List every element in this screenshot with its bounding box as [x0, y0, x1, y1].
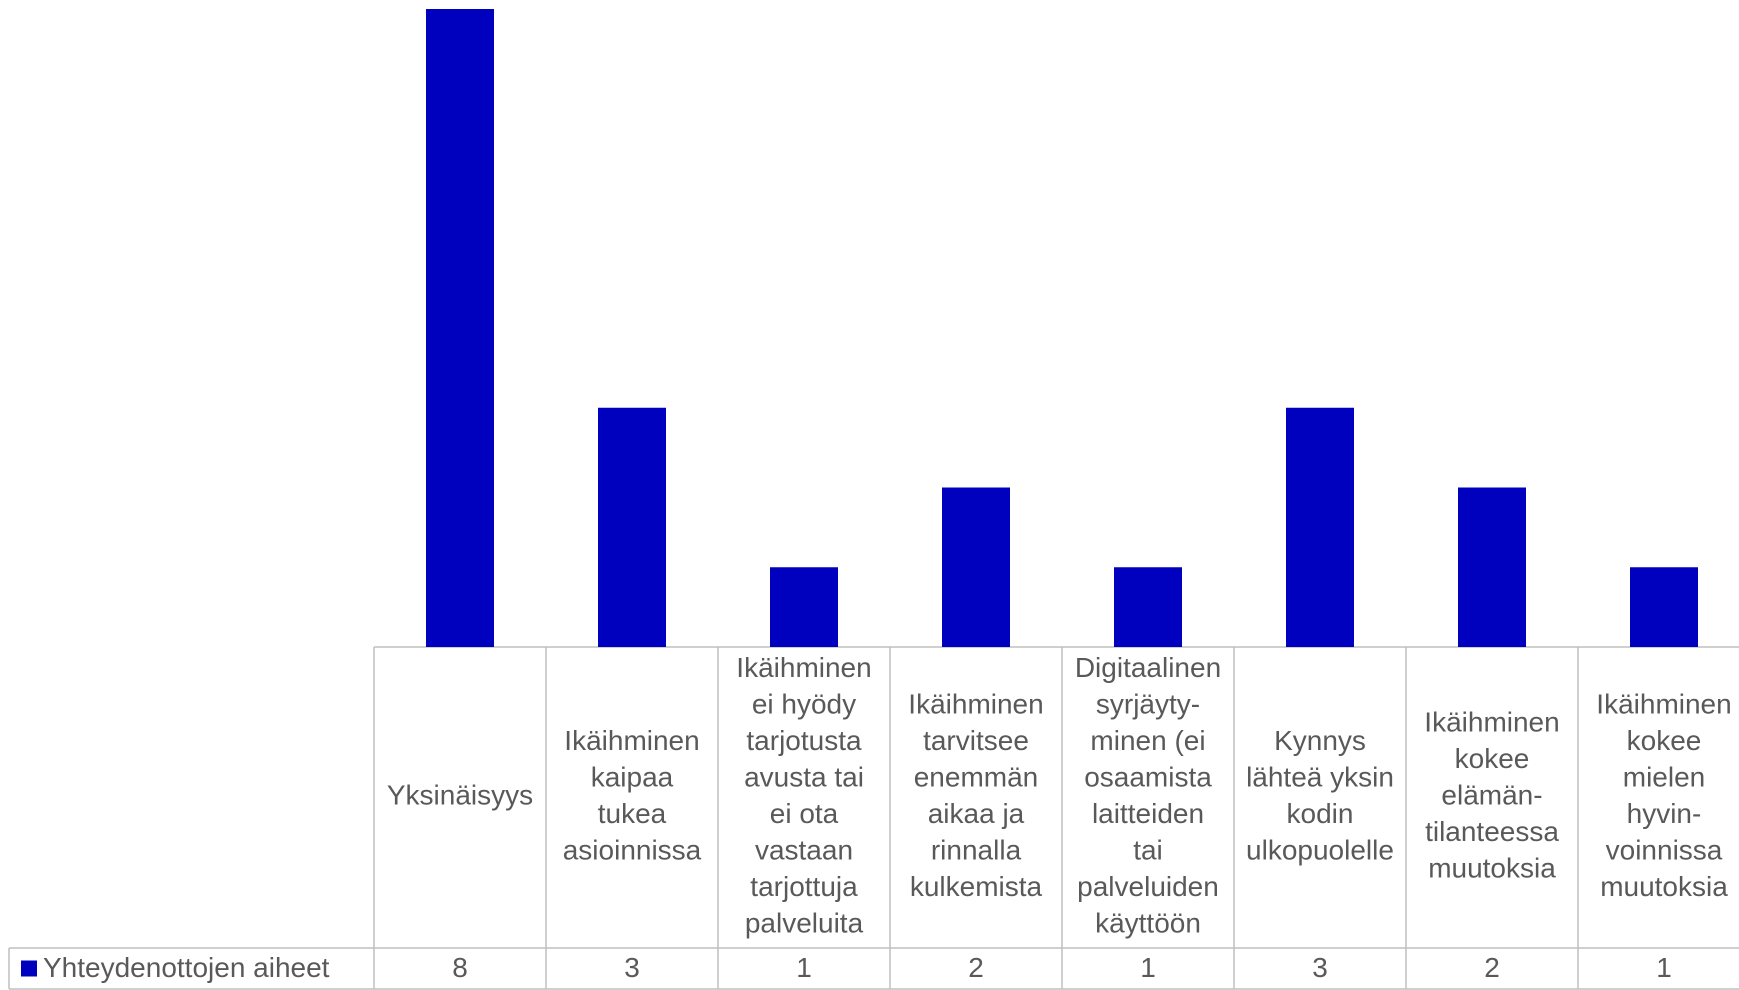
category-label: Ikäihminen tarvitsee enemmän aikaa ja rinnal… — [908, 689, 1043, 903]
bar — [770, 567, 838, 647]
bar — [1630, 567, 1698, 647]
category-label: Yksinäisyys — [387, 780, 533, 811]
value-label: 2 — [968, 952, 984, 983]
legend-label: Yhteydenottojen aiheet — [43, 952, 330, 983]
bar — [426, 9, 494, 647]
value-label: 3 — [1312, 952, 1328, 983]
category-label: Digitaalinen syrjäyty-minen (ei osaamista l… — [1075, 652, 1221, 939]
category-label: Ikäihminen ei hyödy tarjotusta avusta tai ei… — [736, 652, 871, 939]
category-label: Ikäihminen kokee mielen hyvin-voinnissa muut… — [1596, 689, 1731, 903]
value-label: 2 — [1484, 952, 1500, 983]
category-label: Kynnys lähteä yksin kodin ulkopuolelle — [1246, 725, 1394, 866]
bar — [942, 487, 1010, 647]
bar — [1114, 567, 1182, 647]
value-label: 1 — [796, 952, 812, 983]
legend-swatch — [21, 960, 37, 977]
category-label: Ikäihminen kokee elämän-tilanteessa muutoks… — [1424, 707, 1559, 884]
bar — [1286, 407, 1354, 647]
value-label: 8 — [452, 952, 468, 983]
category-label: Ikäihminen kaipaa tukea asioinnissa — [563, 725, 702, 866]
value-label: 3 — [624, 952, 640, 983]
value-label: 1 — [1140, 952, 1156, 983]
bar — [598, 407, 666, 647]
bar — [1458, 487, 1526, 647]
value-label: 1 — [1656, 952, 1672, 983]
